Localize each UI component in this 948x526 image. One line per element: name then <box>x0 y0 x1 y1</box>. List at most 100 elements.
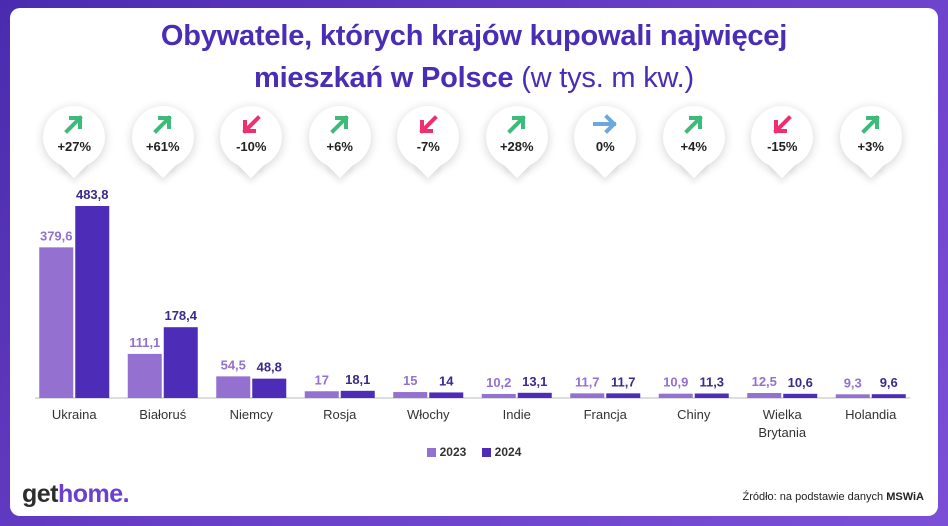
bar-2024-2 <box>252 378 287 398</box>
change-badge-3: +6% <box>308 106 371 168</box>
change-badge-6: 0% <box>574 106 637 168</box>
legend-label-2024: 2024 <box>494 445 522 459</box>
bar-2023-6 <box>570 393 605 398</box>
bar-2023-4 <box>393 392 428 398</box>
category-label-8: Wielka <box>763 407 803 422</box>
change-percent: -10% <box>236 139 267 154</box>
gethome-logo: gethome. <box>22 480 130 509</box>
bar-2024-5 <box>517 392 552 398</box>
arrow-up-right-icon <box>860 115 880 134</box>
data-label-2024-3: 18,1 <box>345 372 370 387</box>
source-bold: MSWiA <box>886 491 924 503</box>
category-label-1: Białoruś <box>139 407 186 422</box>
bar-2023-9 <box>835 394 870 398</box>
arrow-down-left-icon <box>773 115 793 134</box>
chart-title-unit: (w tys. m kw.) <box>521 62 694 94</box>
change-percent: +61% <box>145 139 180 154</box>
chart-card: Obywatele, których krajów kupowali najwi… <box>10 8 938 516</box>
source-note: Źródło: na podstawie danych MSWiA <box>743 491 925 503</box>
change-percent: -7% <box>416 139 440 154</box>
data-label-2024-6: 11,7 <box>611 374 636 389</box>
bar-2024-6 <box>606 393 641 398</box>
data-label-2023-6: 11,7 <box>575 374 600 389</box>
change-percent: +28% <box>499 139 534 154</box>
legend-swatch-2024 <box>481 448 491 457</box>
category-label-0: Ukraina <box>52 407 98 422</box>
data-label-2023-5: 10,2 <box>486 375 511 390</box>
bar-2024-9 <box>871 394 906 398</box>
bar-2024-1 <box>163 327 198 398</box>
category-label-7: Chiny <box>677 407 711 422</box>
chart-title-bold: mieszkań w Polsce <box>253 62 514 94</box>
arrow-right-icon <box>593 114 618 134</box>
change-percent: +3% <box>857 139 884 154</box>
data-label-2023-1: 111,1 <box>129 335 160 350</box>
category-label-3: Rosja <box>323 407 357 422</box>
logo-part-home: home. <box>58 480 130 508</box>
legend-item-2024: 2024 <box>481 445 522 459</box>
bar-chart: 379,6 483,8 Ukraina 111,1 178,4 Białoruś 54,5 4… <box>35 187 910 440</box>
change-badge-7: +4% <box>662 106 725 168</box>
change-badge-9: +3% <box>839 106 902 168</box>
data-label-2024-1: 178,4 <box>164 308 197 323</box>
category-label-5: Indie <box>503 407 531 422</box>
bar-2024-7 <box>694 393 729 398</box>
change-badge-4: -7% <box>397 106 460 168</box>
chart-title-line1: Obywatele, których krajów kupowali najwi… <box>160 20 788 52</box>
bar-2023-0 <box>39 247 74 398</box>
category-label-6: Francja <box>584 407 628 422</box>
data-label-2023-8: 12,5 <box>752 374 777 389</box>
legend-item-2023: 2023 <box>426 445 467 459</box>
legend: 2023 2024 <box>10 445 938 459</box>
source-prefix: Źródło: na podstawie danych <box>742 491 887 503</box>
change-percent: +27% <box>57 139 92 154</box>
data-label-2023-2: 54,5 <box>221 357 246 372</box>
logo-part-get: get <box>22 480 59 508</box>
category-label-8-1: Brytania <box>758 425 806 440</box>
data-label-2023-3: 17 <box>315 372 329 387</box>
legend-swatch-2023 <box>426 448 436 457</box>
bar-2024-4 <box>429 392 464 398</box>
bar-2023-3 <box>304 391 339 398</box>
chart-title-line2: mieszkań w Polsce (w tys. m kw.) <box>10 62 938 95</box>
arrow-up-right-icon <box>683 115 703 134</box>
data-label-2023-4: 15 <box>403 373 417 388</box>
bar-2024-0 <box>75 206 110 398</box>
data-label-2023-7: 10,9 <box>663 375 688 390</box>
bar-2023-5 <box>481 393 516 398</box>
data-label-2024-7: 11,3 <box>699 375 724 390</box>
category-label-9: Holandia <box>845 407 897 422</box>
data-label-2024-4: 14 <box>439 373 454 388</box>
data-label-2023-9: 9,3 <box>844 375 862 390</box>
category-label-4: Włochy <box>407 407 450 422</box>
arrow-up-right-icon <box>152 115 172 134</box>
data-label-2023-0: 379,6 <box>40 228 73 243</box>
category-label-2: Niemcy <box>230 407 274 422</box>
data-label-2024-2: 48,8 <box>257 360 282 375</box>
data-label-2024-5: 13,1 <box>522 374 547 389</box>
arrow-up-right-icon <box>506 115 526 134</box>
data-label-2024-9: 9,6 <box>880 375 898 390</box>
bar-2024-8 <box>783 393 818 398</box>
bar-2024-3 <box>340 390 375 398</box>
change-badge-1: +61% <box>131 106 194 168</box>
data-label-2024-0: 483,8 <box>76 187 109 202</box>
change-badge-8: -15% <box>751 106 814 168</box>
change-badge-2: -10% <box>220 106 283 168</box>
arrow-up-right-icon <box>329 115 349 134</box>
change-percent: +6% <box>326 139 353 154</box>
change-badge-5: +28% <box>485 106 548 168</box>
change-percent: 0% <box>595 139 615 154</box>
arrow-down-left-icon <box>242 115 262 134</box>
legend-label-2023: 2023 <box>439 445 467 459</box>
arrow-up-right-icon <box>64 115 84 134</box>
change-percent: +4% <box>680 139 707 154</box>
arrow-down-left-icon <box>419 115 439 134</box>
change-percent: -15% <box>767 139 798 154</box>
bar-2023-1 <box>127 353 162 398</box>
change-badge-0: +27% <box>43 106 106 168</box>
bar-2023-8 <box>747 393 782 398</box>
bar-2023-2 <box>216 376 251 398</box>
data-label-2024-8: 10,6 <box>788 375 813 390</box>
bar-2023-7 <box>658 393 693 398</box>
